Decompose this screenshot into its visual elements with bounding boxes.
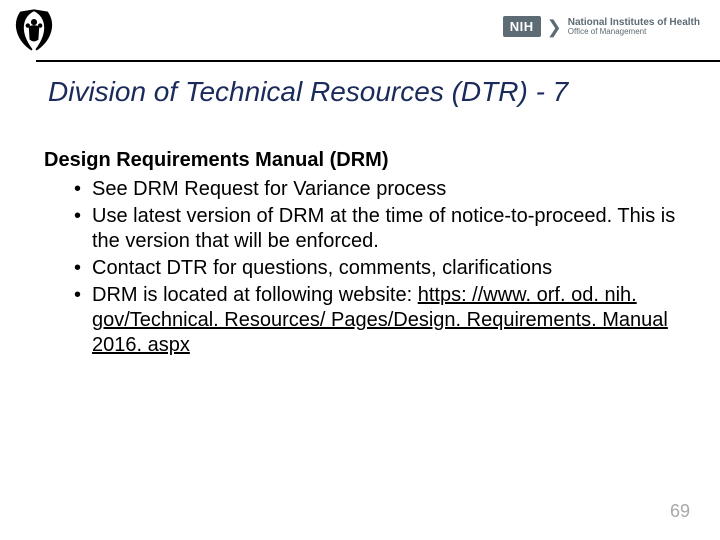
slide-title: Division of Technical Resources (DTR) - … [48,76,568,108]
nih-line1: National Institutes of Health [568,17,700,28]
header-rule [36,60,720,62]
nih-badge: NIH [503,16,541,37]
bullet-list: See DRM Request for Variance process Use… [74,177,680,358]
chevron-right-icon: ❯ [547,18,562,36]
slide: NIH ❯ National Institutes of Health Offi… [0,0,720,540]
nih-text: National Institutes of Health Office of … [568,17,700,37]
section-heading: Design Requirements Manual (DRM) [44,148,680,173]
hhs-logo-icon [12,8,56,52]
list-item: DRM is located at following website: htt… [74,283,680,358]
list-item: Contact DTR for questions, comments, cla… [74,256,680,281]
list-item: Use latest version of DRM at the time of… [74,204,680,254]
list-item: See DRM Request for Variance process [74,177,680,202]
slide-body: Design Requirements Manual (DRM) See DRM… [44,148,680,360]
header: NIH ❯ National Institutes of Health Offi… [0,0,720,64]
page-number: 69 [670,501,690,522]
list-item-text: DRM is located at following website: [92,284,412,306]
nih-logo-block: NIH ❯ National Institutes of Health Offi… [503,16,700,37]
nih-line2: Office of Management [568,28,700,37]
